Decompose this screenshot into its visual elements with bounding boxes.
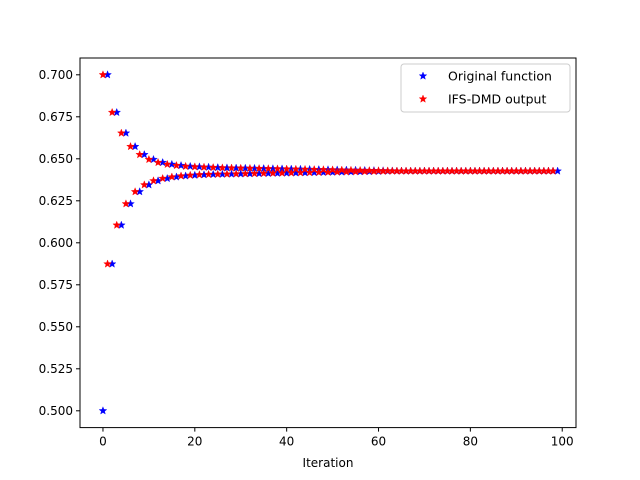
y-tick-label: 0.625 (39, 194, 73, 208)
data-point-ifs-dmd-output (121, 199, 131, 208)
data-point-ifs-dmd-output (374, 166, 383, 175)
data-point-ifs-dmd-output (162, 159, 172, 169)
y-tick-label: 0.575 (39, 278, 73, 292)
data-point-ifs-dmd-output (176, 171, 186, 180)
x-tick-label: 40 (279, 435, 294, 449)
data-point-ifs-dmd-output (254, 163, 264, 173)
y-tick-label: 0.550 (39, 320, 73, 334)
data-point-ifs-dmd-output (144, 154, 154, 164)
x-axis: 0 20 40 60 80 100 (99, 427, 574, 449)
data-point-ifs-dmd-output (355, 165, 365, 175)
legend-marker (418, 71, 428, 80)
data-point-ifs-dmd-output (240, 169, 250, 178)
data-point-ifs-dmd-output (130, 187, 140, 196)
data-point-ifs-dmd-output (199, 162, 209, 171)
plot-frame (79, 57, 577, 429)
data-point-ifs-dmd-output (116, 128, 126, 137)
legend-label: IFS-DMD output (448, 92, 546, 107)
data-point-ifs-dmd-output (103, 259, 112, 268)
data-point-ifs-dmd-output (337, 165, 347, 174)
data-point-ifs-dmd-output (273, 164, 282, 173)
data-point-ifs-dmd-output (250, 169, 259, 178)
data-point-ifs-dmd-output (135, 150, 145, 159)
data-point-ifs-dmd-output (185, 170, 195, 179)
x-tick-label: 80 (463, 435, 478, 449)
data-point-ifs-dmd-output (236, 163, 246, 172)
y-tick-label: 0.650 (39, 152, 73, 166)
data-point-original-function (98, 406, 108, 415)
data-point-ifs-dmd-output (195, 170, 204, 179)
data-point-ifs-dmd-output (346, 165, 356, 174)
x-tick-label: 20 (187, 435, 202, 449)
data-point-ifs-dmd-output (548, 166, 558, 175)
x-tick-label: 0 (99, 435, 107, 449)
x-axis-label: Iteration (303, 456, 354, 470)
data-point-ifs-dmd-output (172, 160, 181, 170)
data-point-ifs-dmd-output (126, 141, 135, 151)
data-point-ifs-dmd-output (328, 165, 337, 174)
data-point-ifs-dmd-output (190, 162, 200, 171)
plot-points (98, 70, 562, 415)
legend-label: Original function (448, 69, 552, 84)
legend-marker (418, 94, 428, 103)
data-point-ifs-dmd-output (319, 165, 328, 174)
legend-box (400, 63, 571, 113)
y-tick-label: 0.675 (39, 110, 73, 124)
data-point-ifs-dmd-output (291, 164, 301, 173)
y-tick-label: 0.600 (39, 236, 73, 250)
data-point-ifs-dmd-output (364, 165, 374, 175)
data-point-ifs-dmd-output (309, 164, 319, 174)
y-tick-label: 0.500 (39, 404, 73, 418)
data-point-ifs-dmd-output (259, 168, 269, 178)
data-point-ifs-dmd-output (227, 163, 236, 172)
data-point-ifs-dmd-output (268, 168, 278, 177)
data-point-ifs-dmd-output (208, 162, 218, 172)
data-point-ifs-dmd-output (153, 157, 163, 167)
x-tick-label: 100 (551, 435, 574, 449)
data-point-ifs-dmd-output (231, 169, 241, 178)
data-point-ifs-dmd-output (218, 163, 227, 172)
y-axis: 0.500 0.525 0.550 0.575 0.600 0.625 0.650 0.675… (39, 68, 80, 418)
data-point-ifs-dmd-output (282, 164, 292, 173)
data-point-ifs-dmd-output (300, 164, 310, 174)
data-point-ifs-dmd-output (139, 180, 149, 189)
data-point-ifs-dmd-output (181, 161, 190, 171)
y-tick-label: 0.525 (39, 362, 73, 376)
data-point-ifs-dmd-output (112, 220, 122, 229)
data-point-ifs-dmd-output (204, 169, 213, 179)
data-point-ifs-dmd-output (149, 176, 158, 185)
y-tick-label: 0.700 (39, 68, 73, 82)
data-point-ifs-dmd-output (245, 163, 255, 173)
data-point-ifs-dmd-output (167, 172, 177, 181)
legend: Original function IFS-DMD output (400, 63, 571, 113)
data-point-ifs-dmd-output (98, 70, 108, 79)
data-point-ifs-dmd-output (222, 169, 232, 178)
x-tick-label: 60 (371, 435, 386, 449)
data-point-ifs-dmd-output (107, 107, 117, 117)
data-point-ifs-dmd-output (213, 169, 223, 178)
data-point-ifs-dmd-output (158, 173, 168, 183)
data-point-ifs-dmd-output (263, 164, 273, 173)
